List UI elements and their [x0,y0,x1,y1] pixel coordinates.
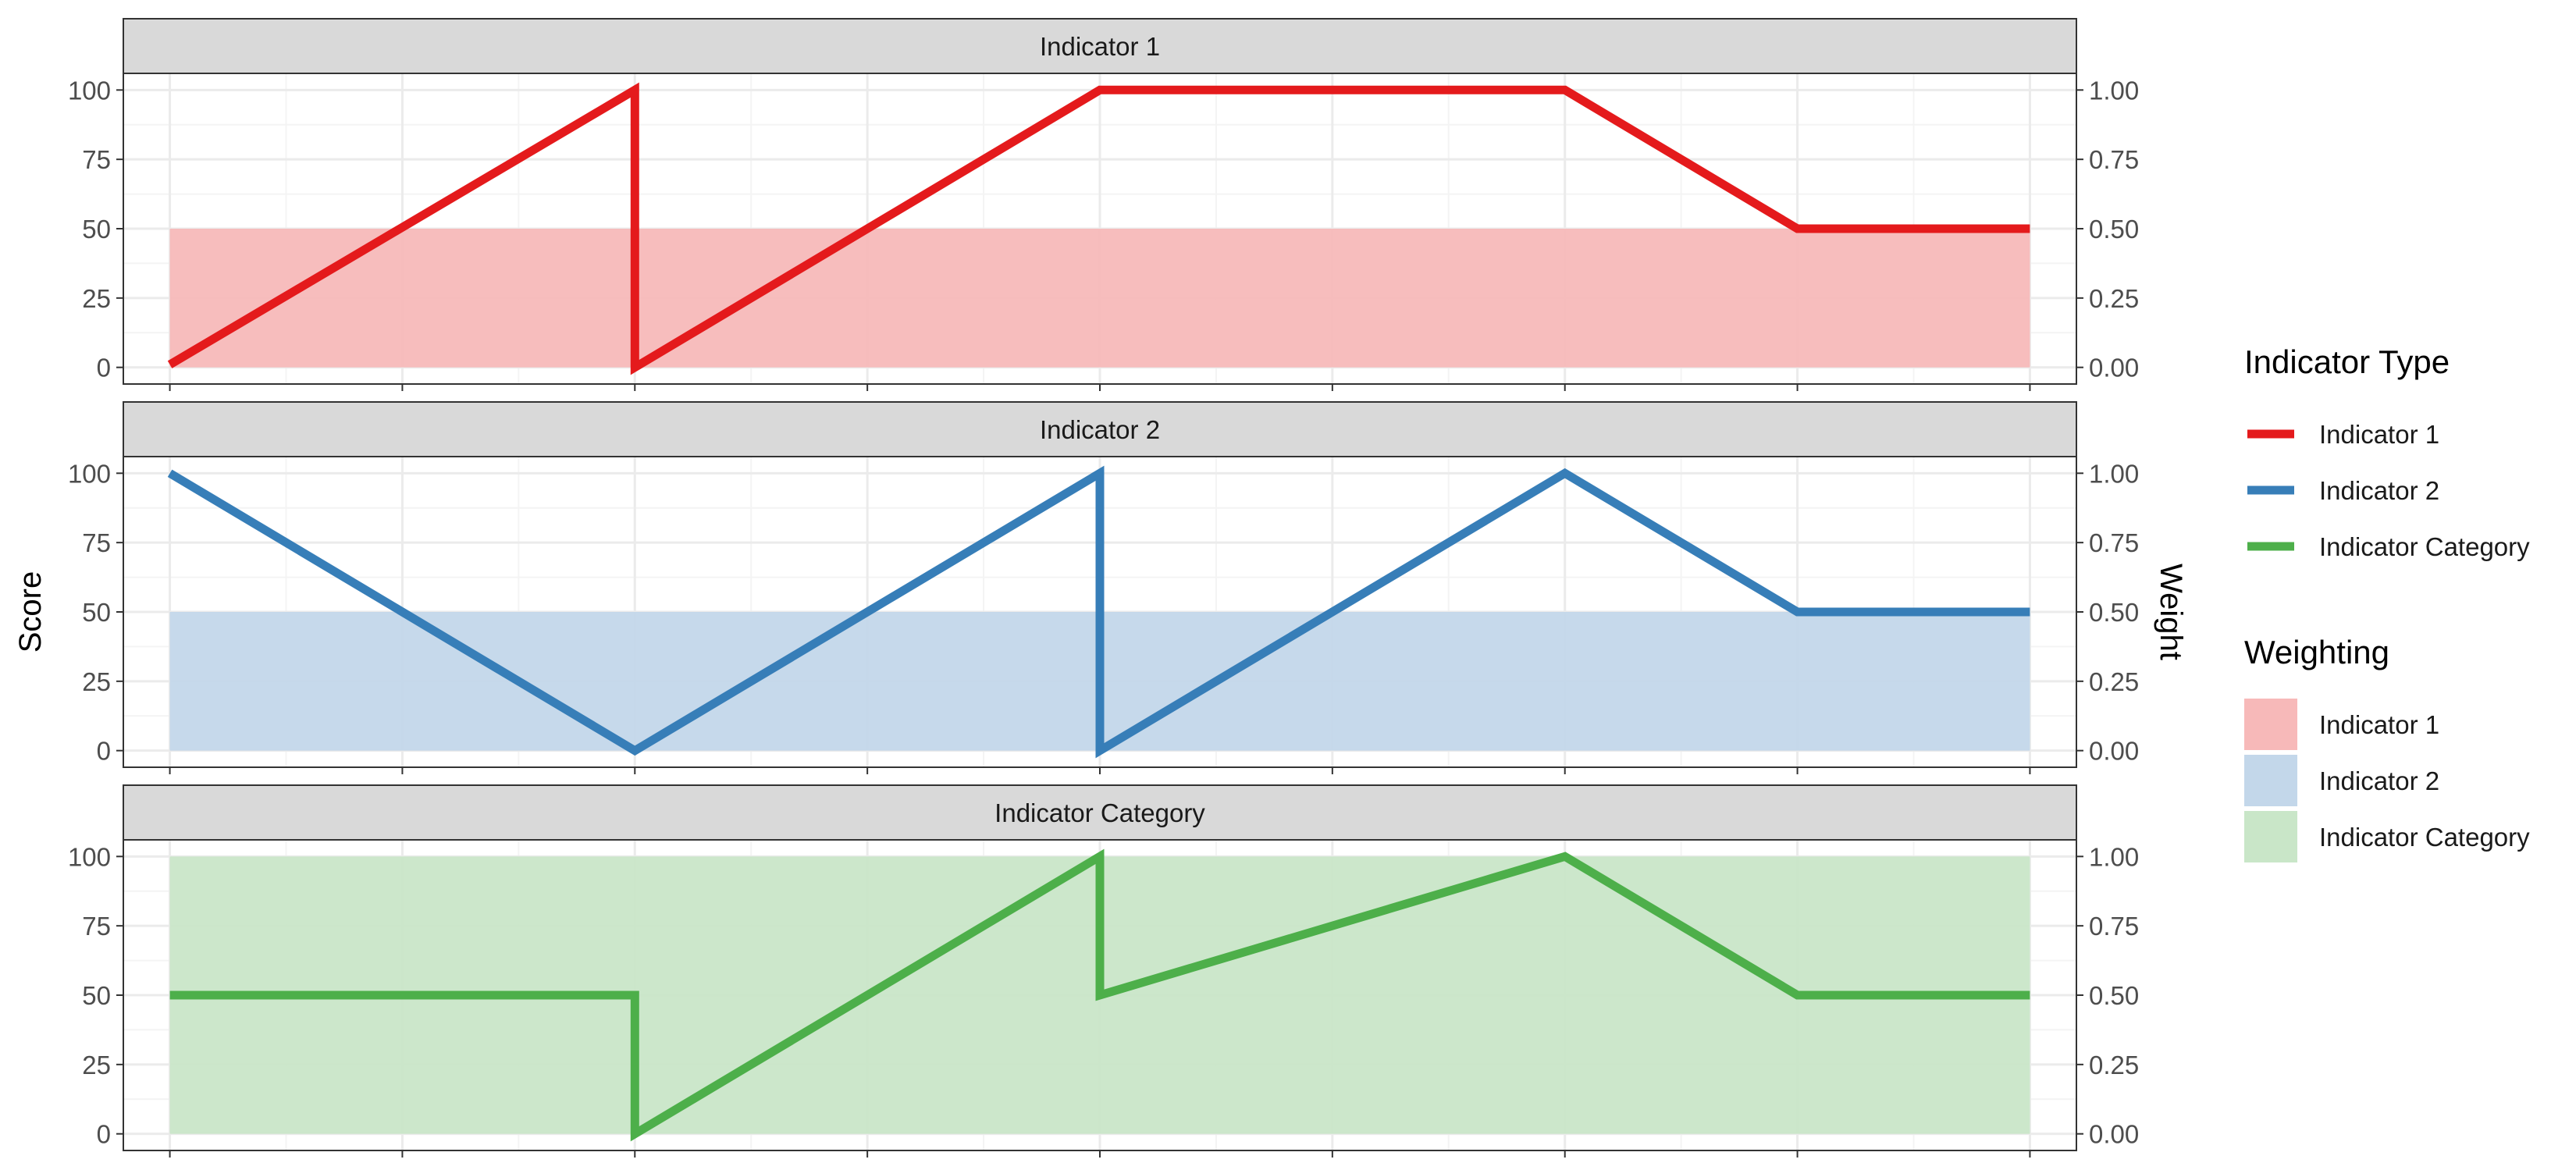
legend-title: Weighting [2244,634,2389,670]
legend-item: Indicator 2 [2247,476,2439,505]
facet-strip-label: Indicator 1 [1040,32,1160,61]
legend-label: Indicator Category [2319,532,2530,561]
panel: Indicator 2 0 0.00 25 0.25 50 0.50 75 0.75 100 1.0… [68,401,2139,774]
legend-key [2244,699,2297,750]
panel: Indicator Category 0 0.00 25 0.25 50 0.50 75 0.7… [68,784,2139,1158]
y2-tick-label: 0.50 [2089,215,2139,244]
y-tick-label: 75 [82,912,111,941]
legend: Indicator Type Indicator 1 Indicator 2 Indi… [2244,343,2530,862]
chart-panels: Indicator 1 0 0.00 25 0.25 50 0.50 75 0.75 100 1.0… [68,18,2139,1158]
legend-title: Indicator Type [2244,343,2450,380]
legend-key [2244,811,2297,862]
facet-strip [123,784,2077,841]
legend-label: Indicator 1 [2319,710,2439,739]
y2-tick-label: 0.25 [2089,284,2139,313]
legend-label: Indicator Category [2319,823,2530,852]
secondary-y-axis-title: Weight [2154,564,2188,660]
y2-tick-label: 1.00 [2089,842,2139,871]
y2-tick-label: 0.25 [2089,1051,2139,1079]
y-tick-label: 50 [82,598,111,627]
facet-strip-label: Indicator Category [994,798,1205,827]
y2-tick-label: 0.75 [2089,912,2139,941]
legend-label: Indicator 2 [2319,766,2439,795]
y-tick-label: 100 [68,459,111,488]
y-tick-label: 50 [82,215,111,244]
legend-label: Indicator 2 [2319,476,2439,505]
y-tick-label: 100 [68,76,111,105]
y2-tick-label: 1.00 [2089,76,2139,105]
score-line [167,82,2030,375]
y-tick-label: 25 [82,284,111,313]
legend-item: Indicator Category [2244,811,2530,862]
y-tick-label: 0 [97,737,111,766]
score-line [169,848,2030,1142]
y-tick-label: 100 [68,842,111,871]
y-tick-label: 25 [82,1051,111,1079]
legend-label: Indicator 1 [2319,420,2439,449]
y2-tick-label: 0.00 [2089,1120,2139,1149]
weight-area [169,229,2030,368]
y2-tick-label: 0.75 [2089,145,2139,174]
legend-item: Indicator Category [2247,532,2530,561]
y2-tick-label: 0.00 [2089,354,2139,382]
y-tick-label: 0 [97,354,111,382]
panel: Indicator 1 0 0.00 25 0.25 50 0.50 75 0.75 100 1.0… [68,18,2139,391]
y2-tick-label: 0.00 [2089,737,2139,766]
y-tick-label: 75 [82,145,111,174]
y-axis-title: Score [13,571,48,653]
legend-key [2244,755,2297,806]
facet-strip [123,18,2077,74]
score-line [167,465,2030,759]
y2-tick-label: 0.50 [2089,981,2139,1010]
legend-item: Indicator 2 [2244,755,2439,806]
facet-strip [123,401,2077,457]
legend-item: Indicator 1 [2244,699,2439,750]
facet-strip-label: Indicator 2 [1040,415,1160,444]
y-tick-label: 75 [82,528,111,557]
y2-tick-label: 1.00 [2089,459,2139,488]
legend-group: Indicator Type Indicator 1 Indicator 2 Indi… [2244,343,2530,561]
legend-group: Weighting Indicator 1 Indicator 2 Indicator… [2244,634,2530,862]
legend-item: Indicator 1 [2247,420,2439,449]
y2-tick-label: 0.50 [2089,598,2139,627]
y-tick-label: 25 [82,667,111,696]
y-tick-label: 0 [97,1120,111,1149]
y-tick-label: 50 [82,981,111,1010]
y2-tick-label: 0.25 [2089,667,2139,696]
y2-tick-label: 0.75 [2089,528,2139,557]
